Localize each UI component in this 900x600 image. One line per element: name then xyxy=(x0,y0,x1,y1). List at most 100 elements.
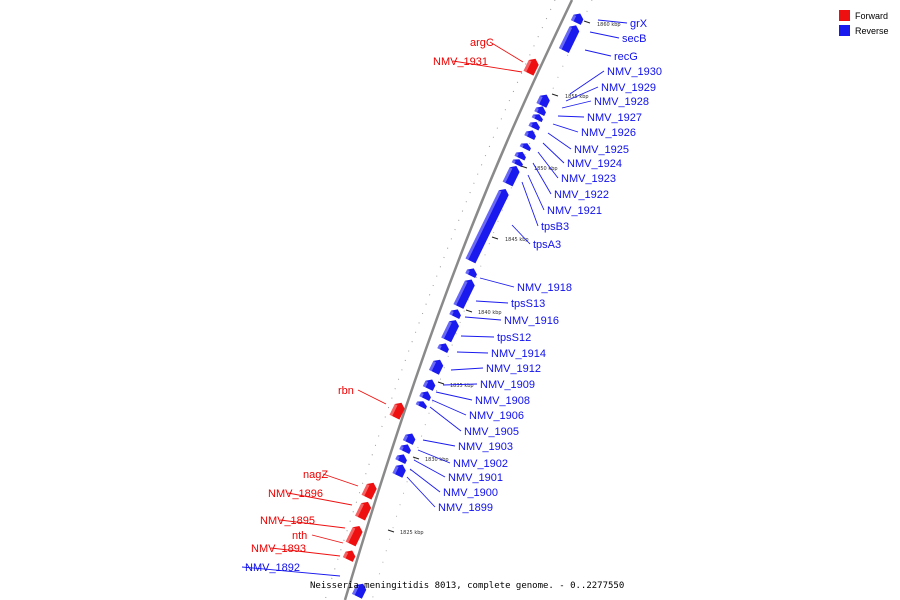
gene-label-nmv-1912[interactable]: NMV_1912 xyxy=(486,363,541,375)
gene-glyph-nmv-1906[interactable] xyxy=(415,399,429,410)
gene-highlight xyxy=(465,269,470,275)
gene-block xyxy=(399,444,411,455)
gene-label-tpss13[interactable]: tpsS13 xyxy=(511,298,545,310)
tick-mark xyxy=(551,93,559,97)
gene-glyph-nmv-1930[interactable] xyxy=(536,92,551,108)
gene-leader-nagz xyxy=(322,473,359,487)
gene-leader-recg xyxy=(584,49,612,57)
gene-glyph-tpss12[interactable] xyxy=(441,318,461,343)
gene-glyph-nmv-1909[interactable] xyxy=(422,377,437,391)
gene-label-nmv-1930[interactable]: NMV_1930 xyxy=(607,66,662,78)
gene-block xyxy=(511,159,523,168)
gene-label-secb[interactable]: secB xyxy=(622,33,646,45)
gene-label-argc[interactable]: argC xyxy=(470,37,494,49)
gene-label-nmv-1927[interactable]: NMV_1927 xyxy=(587,112,642,124)
gene-glyph-nmv-1922[interactable] xyxy=(502,164,522,187)
gene-glyph-nmv-1927[interactable] xyxy=(528,119,542,131)
gene-label-tpsa3[interactable]: tpsA3 xyxy=(533,239,561,251)
gene-glyph-nmv-1901[interactable] xyxy=(395,452,408,465)
gene-glyph-nmv-1895[interactable] xyxy=(345,524,365,547)
gene-label-nmv-1908[interactable]: NMV_1908 xyxy=(475,395,530,407)
gene-label-nmv-1901[interactable]: NMV_1901 xyxy=(448,472,503,484)
gene-glyph-nmv-1902[interactable] xyxy=(399,442,412,455)
gene-glyph-nmv-1896[interactable] xyxy=(355,499,373,521)
gene-label-nmv-1925[interactable]: NMV_1925 xyxy=(574,144,629,156)
gene-leader-nmv-1893 xyxy=(270,547,341,557)
gene-label-nmv-1902[interactable]: NMV_1902 xyxy=(453,458,508,470)
legend-forward-label: Forward xyxy=(855,11,888,21)
gene-glyph-tpsa3[interactable] xyxy=(465,187,511,264)
labels-layer: grX secB recG argC NMV_1931 NMV_1930 NMV_1929 N… xyxy=(241,18,662,577)
gene-glyph-nmv-1926[interactable] xyxy=(524,128,537,141)
gene-leader-nmv-1892 xyxy=(241,566,341,577)
gene-glyph-nmv-1908[interactable] xyxy=(419,389,432,402)
gene-highlight xyxy=(536,95,543,105)
gene-label-nmv-1896[interactable]: NMV_1896 xyxy=(268,488,323,500)
gene-leader-nmv-1931 xyxy=(452,60,523,73)
gene-leader-nmv-1906 xyxy=(431,399,467,416)
gene-glyph-nmv-1924[interactable] xyxy=(514,149,528,161)
gene-highlight xyxy=(465,190,502,260)
gene-glyph-nmv-1903[interactable] xyxy=(402,431,417,445)
gene-glyph-grx[interactable] xyxy=(570,11,585,25)
gene-glyph-secb[interactable] xyxy=(558,23,581,53)
tick-label: 1840 kbp xyxy=(478,310,502,316)
gene-label-recg[interactable]: recG xyxy=(614,51,638,63)
gene-label-nmv-1916[interactable]: NMV_1916 xyxy=(504,315,559,327)
gene-label-nmv-1900[interactable]: NMV_1900 xyxy=(443,487,498,499)
gene-glyph-nmv-1918[interactable] xyxy=(465,266,478,279)
gene-label-grx[interactable]: grX xyxy=(630,18,648,30)
gene-label-nth[interactable]: nth xyxy=(292,530,307,542)
gene-label-rbn[interactable]: rbn xyxy=(338,385,354,397)
gene-label-tpsb3[interactable]: tpsB3 xyxy=(541,221,569,233)
gene-label-nmv-1892[interactable]: NMV_1892 xyxy=(245,562,300,574)
gene-glyph-tpss13[interactable] xyxy=(453,277,476,309)
gene-label-nmv-1914[interactable]: NMV_1914 xyxy=(491,348,546,360)
gene-block xyxy=(536,94,550,108)
gene-glyph-nmv-1929[interactable] xyxy=(534,104,547,117)
gene-label-nmv-1931[interactable]: NMV_1931 xyxy=(433,56,488,68)
gene-label-nmv-1893[interactable]: NMV_1893 xyxy=(251,543,306,555)
gene-block xyxy=(534,106,546,117)
gene-label-nmv-1903[interactable]: NMV_1903 xyxy=(458,441,513,453)
gene-label-nmv-1923[interactable]: NMV_1923 xyxy=(561,173,616,185)
gene-label-nmv-1929[interactable]: NMV_1929 xyxy=(601,82,656,94)
gene-glyph-nmv-1923[interactable] xyxy=(511,157,525,168)
gene-glyph-nmv-1892[interactable] xyxy=(351,581,368,599)
gene-leader-tpss12 xyxy=(460,335,495,338)
gene-glyph-nagz[interactable] xyxy=(361,480,379,500)
gene-label-nmv-1928[interactable]: NMV_1928 xyxy=(594,96,649,108)
gene-label-nmv-1909[interactable]: NMV_1909 xyxy=(480,379,535,391)
gene-glyph-argc[interactable] xyxy=(523,56,541,76)
gene-glyph-nmv-1912[interactable] xyxy=(428,357,445,375)
gene-glyph-rbn[interactable] xyxy=(389,400,407,420)
gene-label-nmv-1905[interactable]: NMV_1905 xyxy=(464,426,519,438)
gene-label-nmv-1906[interactable]: NMV_1906 xyxy=(469,410,524,422)
gene-block xyxy=(449,309,461,320)
gene-glyph-nmv-1925[interactable] xyxy=(519,141,533,152)
gene-glyph-nmv-1916[interactable] xyxy=(449,307,462,320)
gene-label-nmv-1921[interactable]: NMV_1921 xyxy=(547,205,602,217)
gene-leader-nmv-1924 xyxy=(542,142,565,164)
gene-leader-nmv-1927 xyxy=(557,115,585,118)
gene-label-tpss12[interactable]: tpsS12 xyxy=(497,332,531,344)
gene-label-nmv-1899[interactable]: NMV_1899 xyxy=(438,502,493,514)
gene-glyph-nmv-1893[interactable] xyxy=(342,548,357,562)
gene-leader-nth xyxy=(311,534,344,544)
gene-label-nagz[interactable]: nagZ xyxy=(303,469,328,481)
gene-block xyxy=(392,464,406,478)
gene-label-nmv-1924[interactable]: NMV_1924 xyxy=(567,158,622,170)
gene-label-nmv-1922[interactable]: NMV_1922 xyxy=(554,189,609,201)
gene-glyph-nmv-1928[interactable] xyxy=(531,112,545,123)
tick-label: 1835 kbp xyxy=(450,383,474,389)
gene-highlight xyxy=(502,167,513,183)
gene-block xyxy=(570,13,584,25)
gene-label-nmv-1918[interactable]: NMV_1918 xyxy=(517,282,572,294)
gene-glyph-nmv-1914[interactable] xyxy=(437,341,450,354)
gene-label-nmv-1926[interactable]: NMV_1926 xyxy=(581,127,636,139)
gene-glyph-nmv-1900[interactable] xyxy=(392,462,407,478)
tick-label: 1845 kbp xyxy=(505,237,529,243)
gene-highlight xyxy=(428,360,437,372)
gene-label-nmv-1895[interactable]: NMV_1895 xyxy=(260,515,315,527)
